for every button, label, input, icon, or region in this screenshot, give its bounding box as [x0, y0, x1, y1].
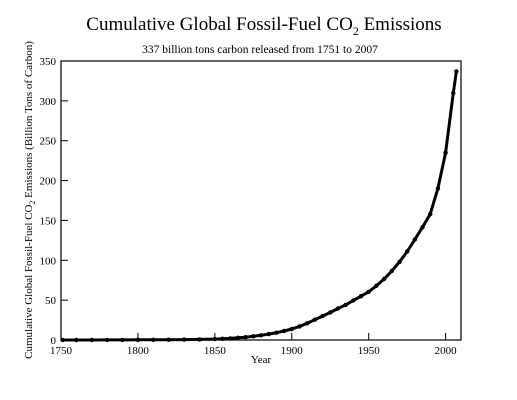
- data-point: [266, 331, 271, 337]
- data-point: [312, 317, 317, 322]
- chart-title-subscript: 2: [353, 24, 359, 38]
- data-point: [281, 328, 287, 334]
- data-point: [274, 330, 279, 335]
- data-point: [454, 69, 459, 74]
- y-tick-label: 50: [45, 295, 57, 307]
- series-line: [61, 69, 458, 342]
- data-point: [389, 268, 394, 274]
- data-point: [289, 326, 294, 332]
- x-tick-label: 1900: [281, 345, 304, 357]
- data-point: [305, 321, 310, 326]
- data-point: [212, 336, 217, 342]
- y-tick-label: 150: [40, 215, 57, 227]
- y-tick-label: 250: [40, 136, 57, 148]
- x-tick-label: 2000: [435, 345, 458, 357]
- data-point: [258, 333, 264, 338]
- chart-title-suffix: Emissions: [359, 14, 442, 35]
- y-axis-label-text: Cumulative Global Fossil-Fuel CO: [23, 205, 35, 359]
- data-point: [166, 337, 171, 342]
- x-tick-label: 1750: [50, 345, 73, 357]
- data-point: [405, 249, 410, 254]
- data-point: [297, 324, 302, 329]
- y-axis-label-subscript: 2: [28, 201, 37, 205]
- data-point: [335, 306, 341, 311]
- chart-subtitle: 337 billion tons carbon released from 17…: [142, 44, 378, 56]
- y-tick-label: 300: [40, 96, 57, 108]
- y-tick-label: 350: [40, 56, 57, 68]
- data-point: [60, 337, 65, 343]
- data-point: [120, 337, 125, 343]
- data-point: [235, 335, 241, 340]
- data-point: [228, 336, 233, 341]
- y-tick-label: 100: [40, 255, 57, 267]
- y-axis: 0 50 100 150 200 250 300 350: [40, 56, 68, 347]
- data-point: [435, 186, 441, 191]
- series-layer: [60, 69, 459, 343]
- data-point: [328, 310, 333, 315]
- data-point: [428, 211, 433, 217]
- data-point: [358, 294, 364, 299]
- data-point: [451, 90, 456, 96]
- y-tick-label: 0: [51, 335, 57, 347]
- data-point: [105, 337, 110, 343]
- x-axis: 1750 1800 1850 1900 1950 2000: [50, 333, 457, 357]
- data-point: [374, 283, 379, 288]
- x-tick-label: 1850: [204, 345, 227, 357]
- data-point: [366, 289, 371, 294]
- data-point: [74, 337, 79, 343]
- data-point: [89, 337, 95, 343]
- data-point: [443, 150, 448, 155]
- data-point: [381, 276, 387, 282]
- y-tick-label: 200: [40, 176, 57, 188]
- x-axis-label: Year: [251, 354, 272, 366]
- data-point: [135, 337, 141, 342]
- x-tick-label: 1800: [127, 345, 150, 357]
- data-point: [412, 237, 417, 242]
- data-point: [181, 337, 187, 342]
- data-point: [251, 334, 256, 339]
- data-point: [220, 336, 225, 341]
- plot-frame: [60, 60, 462, 341]
- chart-title-text: Cumulative Global Fossil-Fuel CO: [86, 14, 353, 35]
- data-point: [320, 313, 325, 319]
- x-tick-label: 1950: [358, 345, 381, 357]
- data-point: [397, 259, 402, 265]
- data-point: [351, 298, 356, 303]
- y-axis-label-suffix: Emissions (Billion Tons of Carbon): [23, 41, 35, 201]
- chart-title: Cumulative Global Fossil-Fuel CO2 Emissi…: [86, 14, 441, 38]
- data-point: [243, 335, 248, 340]
- data-point: [197, 337, 202, 342]
- y-axis-label: Cumulative Global Fossil-Fuel CO2 Emissi…: [23, 41, 37, 359]
- data-point: [420, 225, 425, 230]
- data-point: [343, 302, 348, 308]
- data-point: [151, 337, 156, 342]
